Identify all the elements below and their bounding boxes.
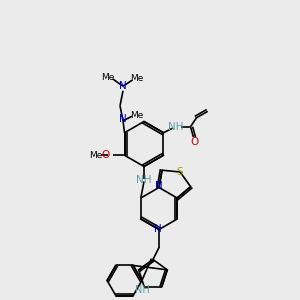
Text: NH: NH — [168, 122, 183, 132]
Text: NH: NH — [136, 175, 152, 185]
Text: S: S — [177, 167, 183, 177]
Text: N: N — [119, 114, 127, 124]
Text: Me: Me — [130, 111, 143, 120]
Text: Me: Me — [130, 74, 143, 83]
Text: NH: NH — [135, 285, 150, 295]
Text: O: O — [101, 150, 109, 160]
Text: Me: Me — [89, 151, 103, 160]
Text: O: O — [191, 137, 199, 147]
Text: N: N — [155, 181, 163, 191]
Text: Me: Me — [101, 73, 115, 82]
Text: N: N — [154, 224, 161, 235]
Text: N: N — [119, 81, 127, 91]
